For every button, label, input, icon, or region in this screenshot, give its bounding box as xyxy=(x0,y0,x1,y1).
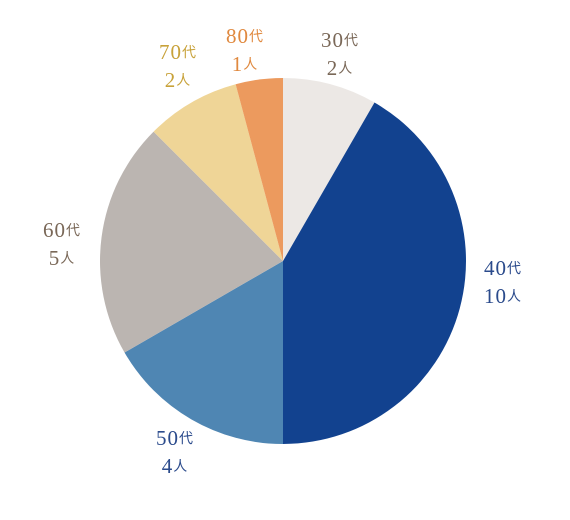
slice-category-label: 30代 xyxy=(321,28,359,52)
pie-slice xyxy=(283,78,375,261)
slice-category-label: 40代 xyxy=(484,256,522,280)
slice-category-label: 70代 xyxy=(159,40,197,64)
slice-category-label: 80代 xyxy=(226,24,264,48)
pie-slice xyxy=(153,84,283,262)
slice-category-label: 60代 xyxy=(43,218,81,242)
pie-slice xyxy=(235,78,283,261)
slice-value-label: 4人 xyxy=(162,454,189,478)
pie-slice xyxy=(124,261,283,444)
slice-category-label: 50代 xyxy=(156,426,194,450)
slice-value-label: 10人 xyxy=(484,284,522,308)
slice-value-label: 5人 xyxy=(49,246,76,270)
slice-value-label: 2人 xyxy=(327,56,354,80)
slice-value-label: 1人 xyxy=(232,52,259,76)
pie-slice xyxy=(99,131,283,353)
pie-slice xyxy=(283,102,466,445)
slice-value-label: 2人 xyxy=(165,68,192,92)
